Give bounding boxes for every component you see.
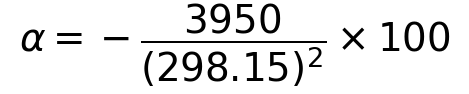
Text: $\alpha = -\dfrac{3950}{(298.15)^2} \times 100$: $\alpha = -\dfrac{3950}{(298.15)^2} \tim… <box>19 1 450 89</box>
